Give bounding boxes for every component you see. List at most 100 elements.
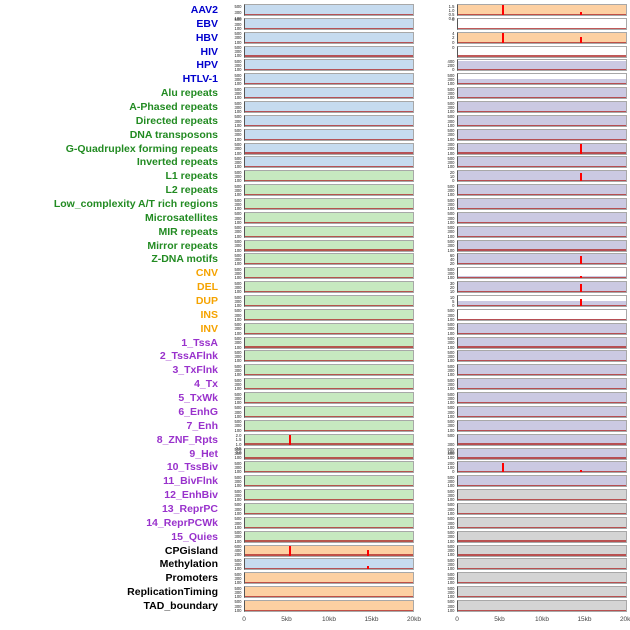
- y-axis-tick-labels: 30 20 10: [436, 280, 457, 296]
- axis-spacer: [223, 613, 244, 629]
- signal-baseline: [458, 360, 626, 362]
- signal-baseline: [245, 13, 413, 15]
- track-label: 14_ReprPCWk: [146, 516, 218, 529]
- track-plot-right: [457, 281, 627, 294]
- axis-spacer: [1, 613, 223, 629]
- y-tick: 500: [447, 308, 455, 314]
- track-row: HPV 500 300 100 400 200 0: [1, 58, 630, 72]
- y-axis-tick-labels: 500 300 100: [436, 433, 457, 457]
- y-tick: 300: [234, 187, 242, 193]
- track-row: 14_ReprPCWk 500 300 100 500 300 100: [1, 516, 630, 530]
- track-plot-right: [457, 156, 627, 169]
- track-fill: [245, 157, 413, 168]
- track-label: 13_ReprPC: [161, 502, 218, 515]
- y-tick: 100: [447, 136, 455, 142]
- signal-baseline: [458, 388, 626, 390]
- track-plot-left: [244, 4, 414, 16]
- track-plot-right: [457, 586, 627, 599]
- track-fill: [458, 448, 626, 459]
- signal-baseline: [245, 346, 413, 348]
- y-axis-tick-labels: 500 300 100: [223, 585, 244, 601]
- y-tick: 100: [234, 566, 242, 572]
- y-tick: 300: [234, 257, 242, 263]
- track-plot-right: [457, 599, 627, 612]
- y-tick: 100: [234, 136, 242, 142]
- y-axis-tick-labels: 500 300 100: [223, 142, 244, 158]
- track-fill: [458, 226, 626, 237]
- y-axis-tick-labels: 500 300 100: [436, 266, 457, 282]
- y-axis-tick-labels: 500 300 100: [223, 3, 244, 23]
- y-tick: 100: [234, 67, 242, 73]
- y-tick: 200: [234, 552, 242, 558]
- track-plot-right: [457, 295, 627, 308]
- y-tick: 500: [234, 502, 242, 508]
- signal-baseline: [245, 540, 413, 542]
- track-plot-right: [457, 17, 627, 30]
- y-tick: 500: [447, 266, 455, 272]
- y-axis-tick-labels: 500 300 100: [436, 183, 457, 199]
- track-row: L2 repeats 500 300 100 500 300 100: [1, 183, 630, 197]
- y-tick: 100: [447, 219, 455, 225]
- y-tick: 400: [447, 58, 455, 64]
- y-axis-tick-labels: 500 300 100: [436, 530, 457, 546]
- y-tick: 100: [447, 164, 455, 170]
- y-tick: 300: [234, 271, 242, 277]
- signal-baseline: [245, 41, 413, 43]
- y-axis-tick-labels: 500 300 100: [436, 72, 457, 88]
- signal-baseline: [245, 291, 413, 293]
- signal-baseline: [245, 55, 413, 57]
- track-fill: [245, 379, 413, 390]
- y-tick: 300: [447, 90, 455, 96]
- track-row: 10_TssBiv 500 300 100 200 100 0: [1, 460, 630, 474]
- track-fill: [458, 240, 626, 251]
- signal-baseline: [245, 582, 413, 584]
- signal-baseline: [458, 568, 626, 570]
- track-plot-right: [457, 73, 627, 86]
- track-row: Mirror repeats 500 300 100 500 300 100: [1, 239, 630, 253]
- y-tick: 300: [447, 201, 455, 207]
- signal-baseline: [458, 554, 626, 556]
- track-fill: [458, 323, 626, 334]
- signal-baseline: [245, 193, 413, 196]
- y-tick: 300: [234, 354, 242, 360]
- y-tick: 500: [234, 211, 242, 217]
- y-tick: 100: [234, 219, 242, 225]
- signal-baseline: [458, 304, 626, 307]
- y-tick: 500: [234, 308, 242, 314]
- track-label: 4_Tx: [194, 378, 218, 391]
- track-row: INV 500 300 100 500 300 100: [1, 322, 630, 336]
- y-tick: 300: [447, 520, 455, 526]
- track-plot-left: [244, 489, 414, 502]
- y-tick: 500: [234, 142, 242, 148]
- track-fill: [245, 517, 413, 528]
- x-tick-label: 20kb: [619, 615, 630, 623]
- signal-baseline: [245, 498, 413, 501]
- track-fill: [245, 115, 413, 126]
- y-axis-tick-labels: 500 300 100: [436, 502, 457, 518]
- track-row: CPGisland 600 400 200 500 300 100: [1, 544, 630, 558]
- y-tick: 100: [447, 108, 455, 114]
- y-tick: 100: [234, 496, 242, 502]
- y-tick: 300: [447, 441, 455, 447]
- track-plot-right: [457, 128, 627, 141]
- track-row: TAD_boundary 500 300 100 500 300 100: [1, 599, 630, 613]
- y-tick: 500: [447, 502, 455, 508]
- signal-baseline: [458, 221, 626, 223]
- track-fill: [245, 74, 413, 85]
- track-plot-right: [457, 308, 627, 321]
- y-tick: 100: [234, 427, 242, 433]
- y-tick: 100: [447, 580, 455, 586]
- y-tick: 300: [234, 146, 242, 152]
- track-row: 4_Tx 500 300 100 500 300 100: [1, 377, 630, 391]
- y-tick: 300: [447, 548, 455, 554]
- y-tick: 500: [234, 31, 242, 37]
- track-row: Microsatellites 500 300 100 500 300 100: [1, 211, 630, 225]
- y-tick: 300: [447, 368, 455, 374]
- y-tick: 300: [447, 409, 455, 415]
- y-tick: 100: [234, 524, 242, 530]
- y-tick: 300: [447, 562, 455, 568]
- y-axis-tick-labels: 500 300 100: [223, 58, 244, 74]
- y-tick: 500: [234, 460, 242, 466]
- track-label: Mirror repeats: [147, 239, 218, 252]
- track-plot-right: [457, 114, 627, 127]
